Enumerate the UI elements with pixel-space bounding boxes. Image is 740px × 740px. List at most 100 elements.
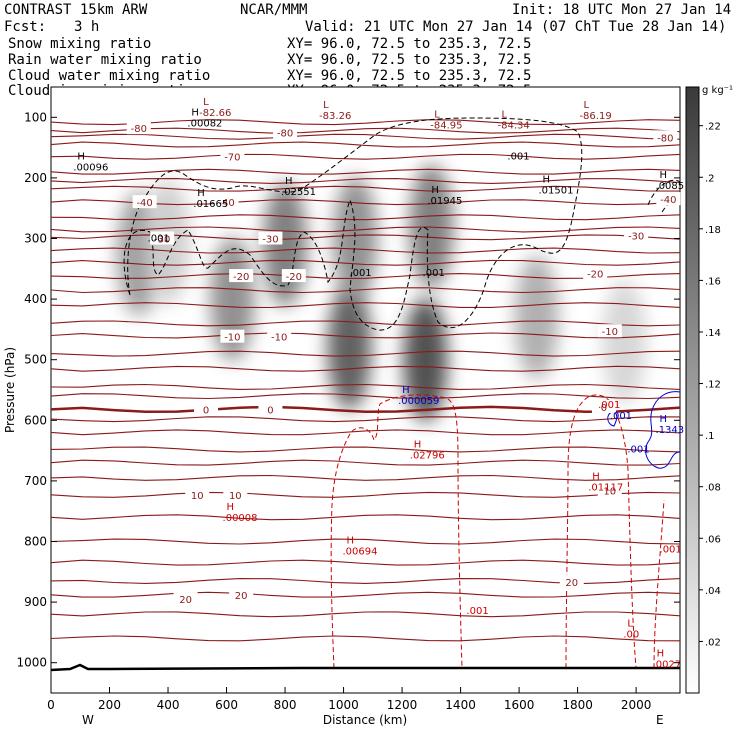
isotherm-line (51, 459, 680, 466)
colorbar-tick-label: .06 (705, 534, 721, 545)
isotherm-line (51, 350, 680, 357)
contour-label: .001 (660, 544, 682, 555)
isotherm-label-bg (220, 329, 245, 343)
isotherm-label: 20 (565, 578, 578, 589)
extremum-marker: H (346, 535, 354, 546)
isotherm-line (51, 611, 680, 618)
isotherm-label: -10 (602, 327, 618, 338)
contour-label: .001 (598, 400, 620, 411)
isotherm-label: -10 (271, 333, 287, 344)
isotherm-label-bg (653, 130, 678, 144)
isotherm-label: -30 (262, 235, 278, 246)
field-xy-cloud-water: XY= 96.0, 72.5 to 235.3, 72.5 (287, 68, 531, 84)
isotherm-label-bg (194, 402, 219, 416)
contour-label: .001 (466, 606, 488, 617)
isotherm-label: 0 (601, 403, 607, 414)
isotherm-line (51, 214, 680, 221)
y-tick-label: 900 (24, 595, 47, 609)
y-tick-label: 400 (24, 292, 47, 306)
field-xy-snow: XY= 96.0, 72.5 to 235.3, 72.5 (287, 36, 531, 52)
colorbar-tick-label: .14 (705, 328, 721, 339)
extremum-value: -82.66 (199, 108, 231, 119)
contour-label: .001 (610, 411, 632, 422)
x-tick-label: 800 (274, 698, 297, 712)
extremum-marker: H (660, 414, 668, 425)
x-axis: 0 200 400 600 800 1000 1200 1400 1600 1800 2000 (47, 687, 651, 712)
isotherm-line (51, 332, 680, 339)
extremum-marker: L (434, 109, 440, 120)
isotherm-label: 0 (203, 405, 209, 416)
cloud-water-contour-2 (607, 411, 618, 427)
valid-time: Valid: 21 UTC Mon 27 Jan 14 (07 ChT Tue … (305, 19, 726, 35)
isotherm-line (51, 365, 680, 372)
isotherm-label: 20 (179, 595, 192, 606)
rain-contour-far-east (653, 499, 665, 669)
isotherm-line (51, 383, 680, 390)
isotherm-line (51, 273, 680, 279)
terrain-line (50, 663, 680, 672)
colorbar-tick-label: .22 (705, 122, 721, 133)
isotherm-label: -80 (277, 128, 293, 139)
isotherm-layer (51, 119, 680, 642)
x-tick-label: 0 (47, 698, 55, 712)
cloud-water-contour (645, 391, 680, 469)
extremum-marker: H (77, 152, 85, 163)
extremum-marker: H (402, 385, 410, 396)
isotherm-line (51, 514, 680, 521)
extremum-value: .02551 (281, 187, 316, 198)
isotherm-label-bg (281, 269, 306, 283)
isotherm-label-bg (258, 231, 283, 245)
isotherm-line (51, 168, 680, 175)
snow-core-5 (333, 176, 378, 301)
isotherm-line (51, 133, 680, 140)
contour-label: .001 (423, 268, 445, 279)
isotherm-label: 20 (235, 591, 248, 602)
x-tick-label: 2000 (621, 698, 652, 712)
isotherm-line (51, 226, 680, 233)
isotherm-label-bg (223, 487, 248, 501)
y-tick-label: 700 (24, 474, 47, 488)
isotherm-label: -40 (218, 198, 234, 209)
contour-label: .001 (349, 268, 371, 279)
isotherm-line (51, 153, 680, 160)
isotherm-label: -30 (628, 231, 644, 242)
isotherm-label: -40 (136, 198, 152, 209)
extremum-value: .0027 (653, 660, 682, 671)
extremum-value: -84.34 (498, 120, 530, 131)
isotherm-label: -80 (657, 133, 673, 144)
isotherm-label-bg (220, 149, 245, 163)
colorbar-tick-label: .1 (705, 431, 715, 442)
isotherm-line (51, 559, 680, 566)
extremum-marker: H (542, 175, 550, 186)
field-xy-rain: XY= 96.0, 72.5 to 235.3, 72.5 (287, 52, 531, 68)
isotherm-label-bg (597, 483, 622, 497)
extremum-marker: H (197, 188, 205, 199)
isotherm-line (51, 446, 680, 453)
isotherm-line (51, 127, 680, 134)
extremum-marker: L (502, 109, 508, 120)
extremum-marker: H (431, 185, 439, 196)
isotherm-label-bg (126, 121, 151, 135)
fcst-label: Fcst: (4, 19, 46, 35)
colorbar-tick-label: .08 (705, 483, 721, 494)
extremum-value: .01945 (427, 196, 462, 207)
isotherm-label-bg (173, 592, 198, 606)
extremum-marker: H (414, 440, 422, 451)
snow-core-8 (514, 255, 559, 380)
isotherm-label: -20 (286, 272, 302, 283)
isotherm-line (51, 538, 680, 545)
colorbar-tick-label: .12 (705, 380, 721, 391)
snow-core-9 (602, 279, 647, 404)
isotherm-line (51, 259, 680, 266)
isotherm-label: -40 (660, 195, 676, 206)
colorbar-tick-label: .04 (705, 586, 721, 597)
contour-label: .001 (507, 152, 529, 163)
isotherm-label: 10 (229, 491, 242, 502)
field-name-cloud-water: Cloud water mixing ratio (8, 68, 210, 84)
x-tick-label: 200 (98, 698, 121, 712)
isotherm-label-bg (656, 192, 681, 206)
isotherm-label-bg (229, 587, 254, 601)
x-tick-label: 400 (157, 698, 180, 712)
isotherm-label-bg (214, 195, 239, 209)
